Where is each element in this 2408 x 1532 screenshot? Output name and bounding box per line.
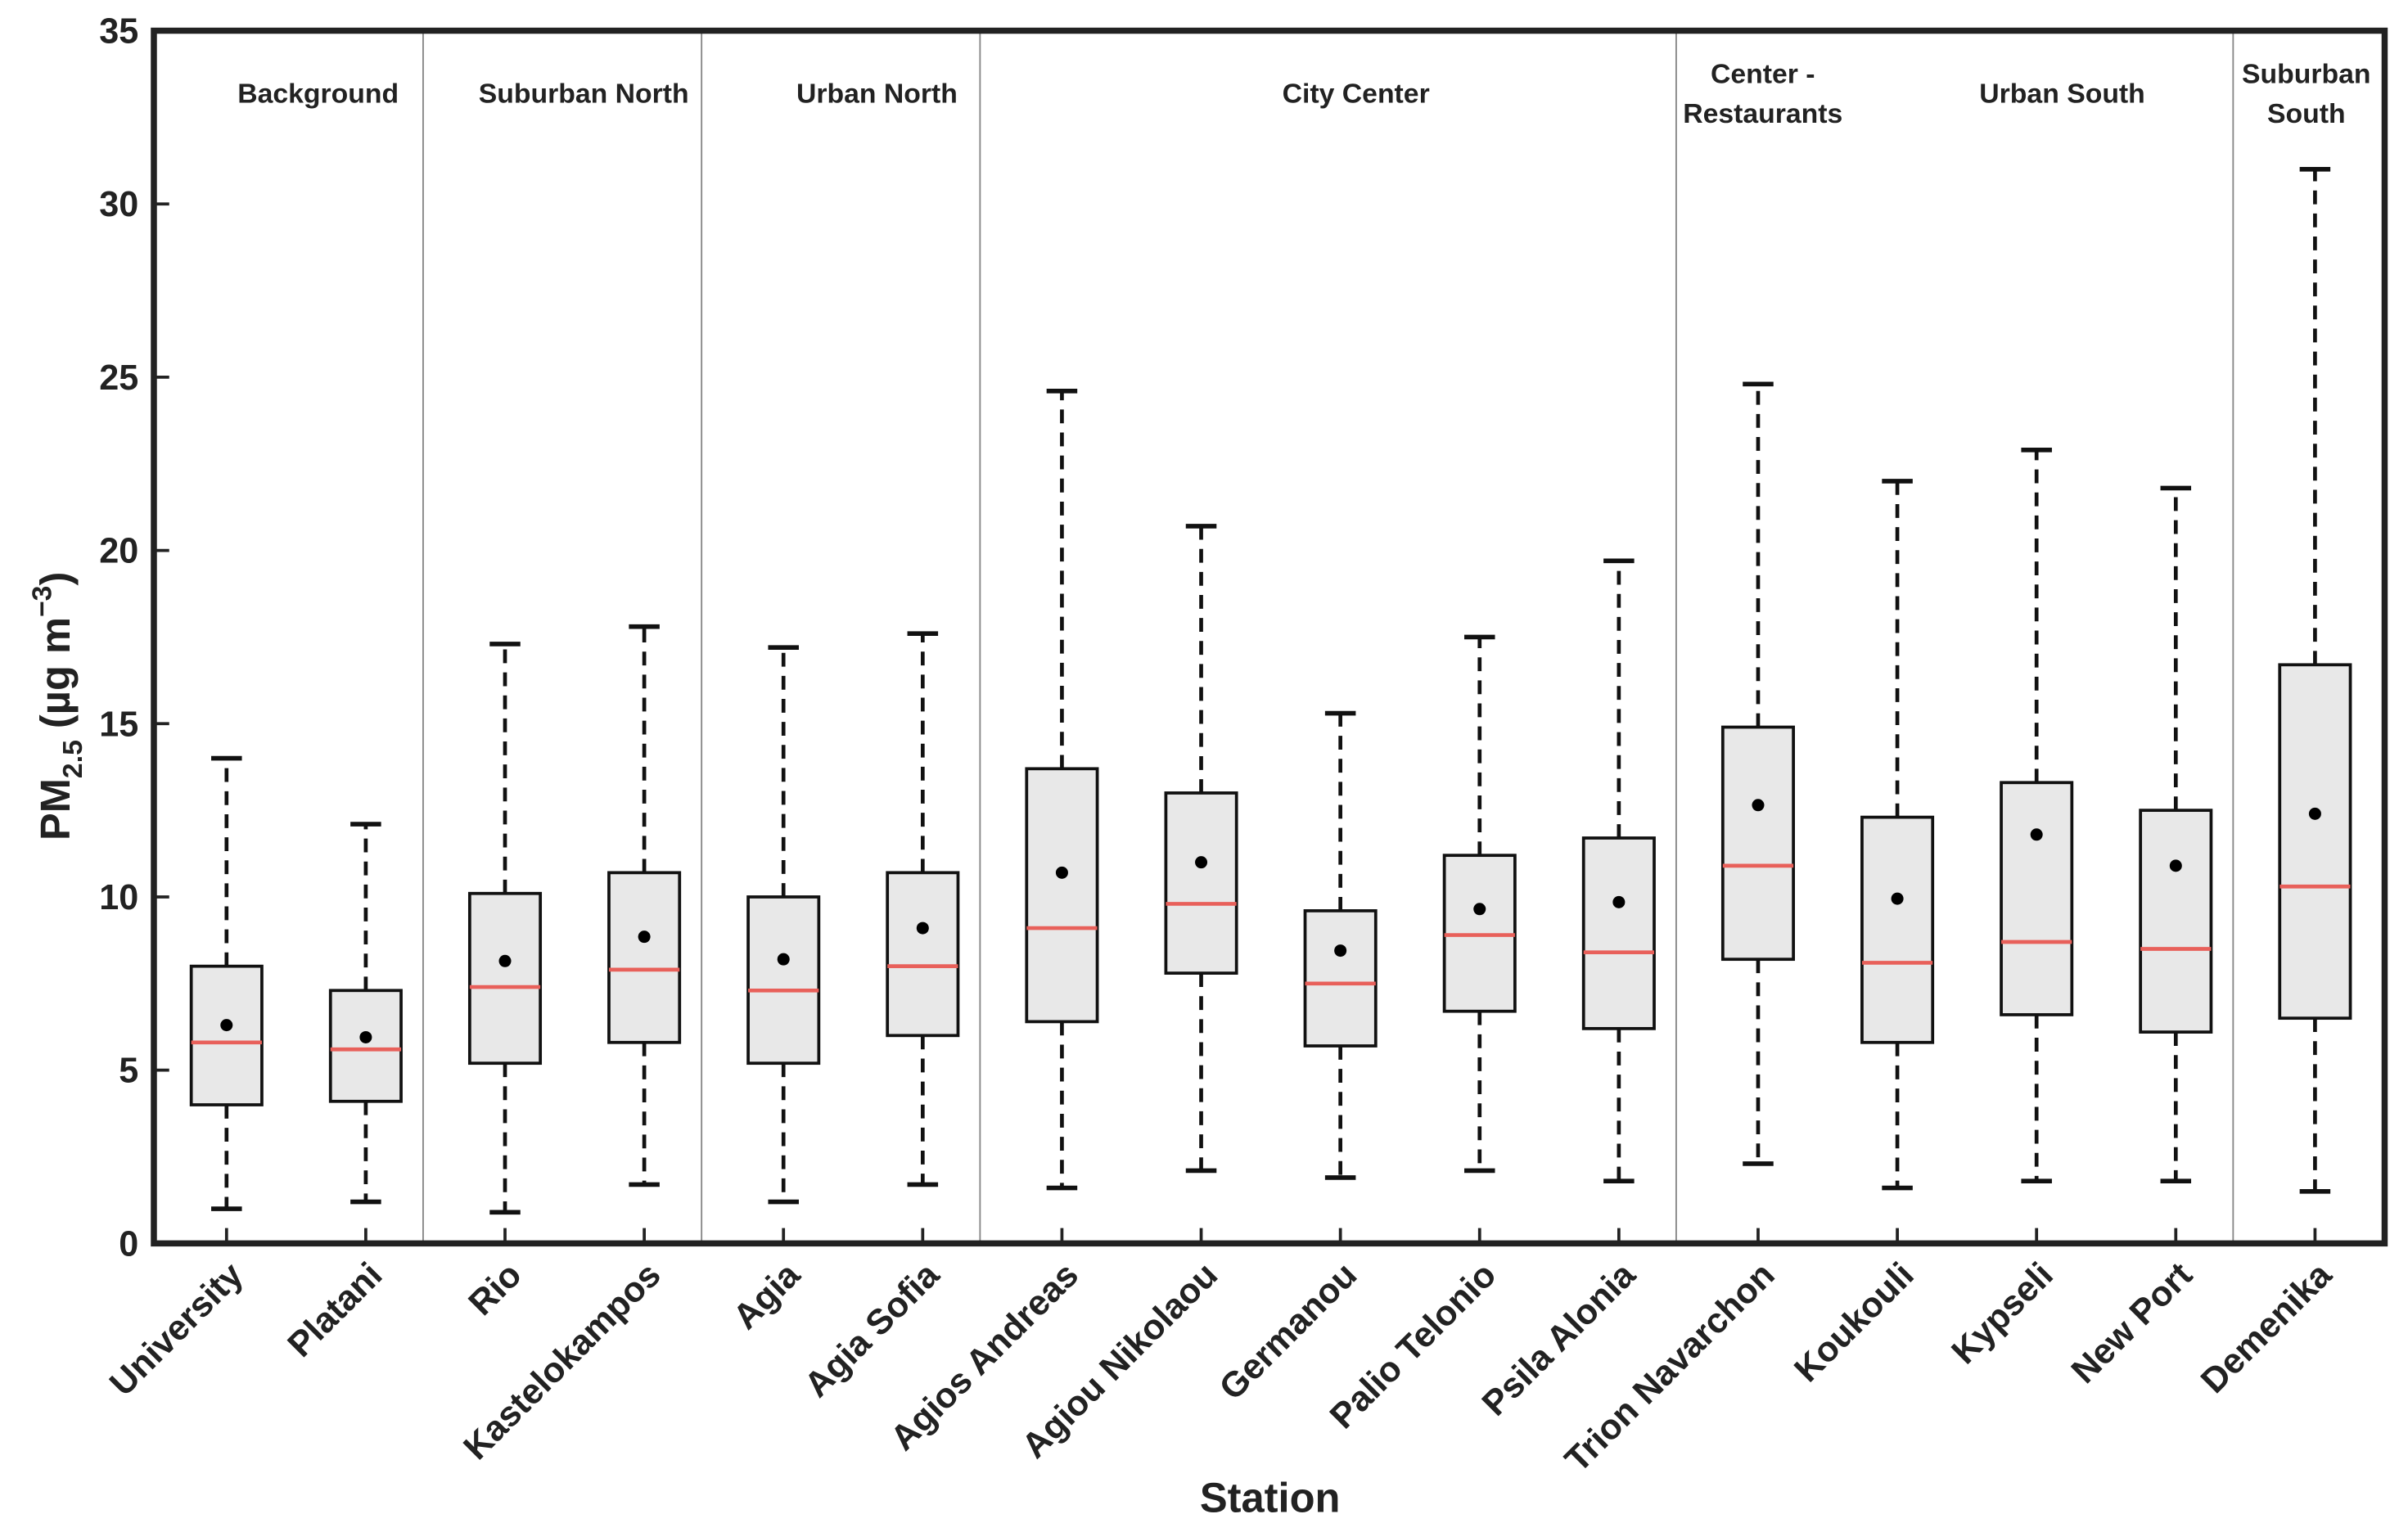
box — [2278, 663, 2352, 1021]
box — [328, 989, 403, 1103]
x-axis-title: Station — [1200, 1475, 1341, 1521]
y-tick-label: 20 — [99, 532, 138, 571]
x-tick-label: Rio — [462, 1255, 530, 1323]
box — [1025, 767, 1099, 1024]
zone-label: City Center — [1283, 79, 1430, 110]
y-title-part: (µg m — [32, 617, 79, 740]
mean-dot — [916, 921, 929, 935]
y-tick-label: 15 — [99, 705, 138, 744]
mean-dot — [1612, 895, 1626, 908]
mean-dot — [1473, 903, 1486, 916]
zone-label: Suburban — [2242, 58, 2371, 89]
mean-dot — [2308, 807, 2321, 820]
mean-dot — [777, 953, 790, 966]
box — [189, 964, 264, 1106]
x-tick-label: Agia — [726, 1255, 809, 1337]
x-tick-label: Germanou — [1212, 1255, 1364, 1408]
box — [746, 895, 821, 1066]
zone-label: South — [2267, 98, 2346, 129]
box — [1303, 909, 1378, 1048]
box — [2139, 809, 2213, 1034]
mean-dot — [1334, 944, 1347, 958]
box — [886, 871, 960, 1038]
x-tick-label: Agia Sofia — [797, 1255, 948, 1405]
mean-dot — [1055, 866, 1068, 879]
box — [607, 871, 682, 1044]
box — [1581, 836, 1656, 1030]
y-tick-label: 0 — [119, 1224, 138, 1264]
x-tick-label: New Port — [2064, 1255, 2200, 1391]
box — [467, 891, 543, 1066]
mean-dot — [638, 930, 651, 944]
y-axis-title: PM2.5 (µg m−3) — [26, 572, 88, 840]
mean-dot — [1891, 892, 1904, 905]
zone-label: Urban South — [1979, 79, 2144, 110]
mean-dot — [2030, 828, 2043, 841]
zone-label: Urban North — [796, 79, 958, 110]
y-tick-label: 5 — [119, 1052, 138, 1091]
mean-dot — [1195, 856, 1208, 869]
x-tick-label: Kypseli — [1944, 1255, 2060, 1372]
zone-label: Suburban North — [479, 79, 689, 110]
box — [1860, 815, 1935, 1044]
zone-label: Background — [237, 79, 399, 110]
y-tick-label: 35 — [99, 12, 138, 52]
mean-dot — [220, 1019, 233, 1032]
box — [1164, 791, 1238, 975]
zone-label: Center - — [1711, 58, 1815, 89]
x-tick-label: University — [102, 1255, 250, 1404]
y-title-part: ) — [32, 572, 79, 586]
box — [1720, 725, 1795, 962]
x-tick-label: Koukouli — [1787, 1255, 1921, 1390]
x-tick-label: Platani — [281, 1255, 390, 1365]
y-tick-label: 25 — [99, 358, 138, 398]
y-title-sup: −3 — [26, 586, 57, 617]
zone-label: Restaurants — [1683, 98, 1842, 129]
y-title-part: PM — [32, 778, 79, 840]
mean-dot — [2169, 859, 2182, 872]
y-tick-label: 30 — [99, 185, 138, 224]
y-tick-label: 10 — [99, 878, 138, 917]
mean-dot — [359, 1030, 372, 1043]
x-tick-label: Demenika — [2194, 1255, 2340, 1401]
box — [2000, 781, 2074, 1016]
mean-dot — [1752, 799, 1765, 812]
y-title-sub: 2.5 — [57, 740, 88, 778]
mean-dot — [498, 954, 512, 967]
plot-frame — [151, 27, 2388, 1247]
